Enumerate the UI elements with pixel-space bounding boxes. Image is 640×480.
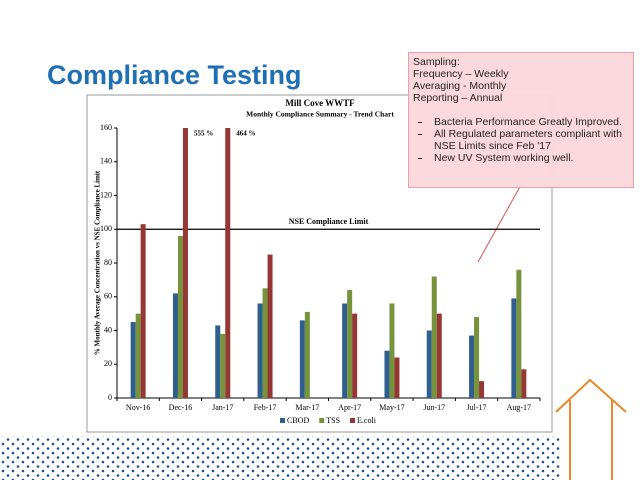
dot-pattern <box>0 436 560 480</box>
bar <box>172 293 178 398</box>
spacer <box>413 104 629 116</box>
bar <box>389 303 395 398</box>
y-tick-label: 120 <box>100 190 112 199</box>
callout-bullet: All Regulated parameters compliant with … <box>413 128 629 152</box>
callout-bullet: New UV System working well. <box>413 152 629 164</box>
callout-line: Sampling: <box>413 56 460 68</box>
bar <box>304 311 310 398</box>
y-tick-label: 100 <box>100 224 112 233</box>
bar <box>182 128 188 398</box>
callout-line: Frequency – Weekly <box>413 68 509 80</box>
callout-pointer <box>477 182 523 263</box>
bar <box>225 128 231 398</box>
bullet-dash <box>418 158 422 159</box>
callout-line: Reporting – Annual <box>413 92 503 104</box>
x-tick-label: Jul-17 <box>467 403 487 412</box>
bar <box>257 303 263 398</box>
y-tick-label: 80 <box>104 258 112 267</box>
y-tick-label: 60 <box>104 292 112 301</box>
bar <box>352 313 358 398</box>
bar <box>384 350 390 398</box>
bar <box>342 303 348 398</box>
y-tick-label: 140 <box>100 157 112 166</box>
chart-subtitle: Monthly Compliance Summary - Trend Chart <box>246 110 394 119</box>
callout-line: Averaging - Monthly <box>413 80 507 92</box>
bullet-text: New UV System working well. <box>434 152 574 164</box>
reference-label: NSE Compliance Limit <box>289 217 369 226</box>
bar <box>431 276 437 398</box>
y-tick-label: 20 <box>104 359 112 368</box>
bar <box>299 320 305 398</box>
bar <box>521 369 527 398</box>
callout: Sampling: Frequency – Weekly Averaging - M… <box>408 52 634 188</box>
bar <box>262 288 268 398</box>
bars <box>130 128 527 398</box>
x-tick-label: Jan-17 <box>212 403 233 412</box>
y-tick-label: 40 <box>104 325 112 334</box>
bullet-text: All Regulated parameters compliant with … <box>434 128 622 152</box>
legend-label: E.coli <box>357 416 377 425</box>
x-tick-label: Jun-17 <box>423 403 445 412</box>
legend-label: CBOD <box>287 416 309 425</box>
x-tick-label: Feb-17 <box>254 403 277 412</box>
bar <box>469 335 475 398</box>
bullet-dash <box>418 122 422 123</box>
bar <box>436 313 442 398</box>
x-tick-label: Apr-17 <box>338 403 361 412</box>
chart-title: Mill Cove WWTF <box>285 98 355 108</box>
bar <box>140 224 146 398</box>
callout-bullet: Bacteria Performance Greatly Improved. <box>413 116 629 128</box>
x-tick-label: Dec-16 <box>169 403 193 412</box>
bar <box>130 322 136 398</box>
house-icon <box>555 378 627 480</box>
x-tick-label: Nov-16 <box>126 403 150 412</box>
bar <box>267 254 273 398</box>
data-label: 464 % <box>236 130 255 138</box>
bar <box>516 269 522 398</box>
bar <box>177 236 183 398</box>
slide-title: Compliance Testing <box>47 60 302 90</box>
data-label: 555 % <box>194 130 213 138</box>
bar <box>220 333 226 398</box>
legend-swatch <box>280 418 285 423</box>
bar <box>511 298 517 398</box>
bar <box>394 357 400 398</box>
bullet-dash <box>418 134 422 135</box>
bar <box>474 317 480 398</box>
bar <box>426 330 432 398</box>
legend-swatch <box>350 418 356 423</box>
bar <box>135 313 141 398</box>
y-tick-label: 160 <box>100 123 112 132</box>
x-tick-label: Aug-17 <box>507 403 531 412</box>
bar <box>479 381 485 398</box>
x-tick-label: Mar-17 <box>295 403 319 412</box>
y-axis-label: % Monthly Average Concentration vs NSE C… <box>94 170 102 355</box>
bar <box>347 290 353 398</box>
x-tick-label: May-17 <box>379 403 404 412</box>
y-tick-label: 0 <box>108 393 112 402</box>
legend-swatch <box>319 418 325 423</box>
legend-label: TSS <box>326 416 340 425</box>
bullet-text: Bacteria Performance Greatly Improved. <box>434 116 622 128</box>
bar <box>215 325 221 398</box>
